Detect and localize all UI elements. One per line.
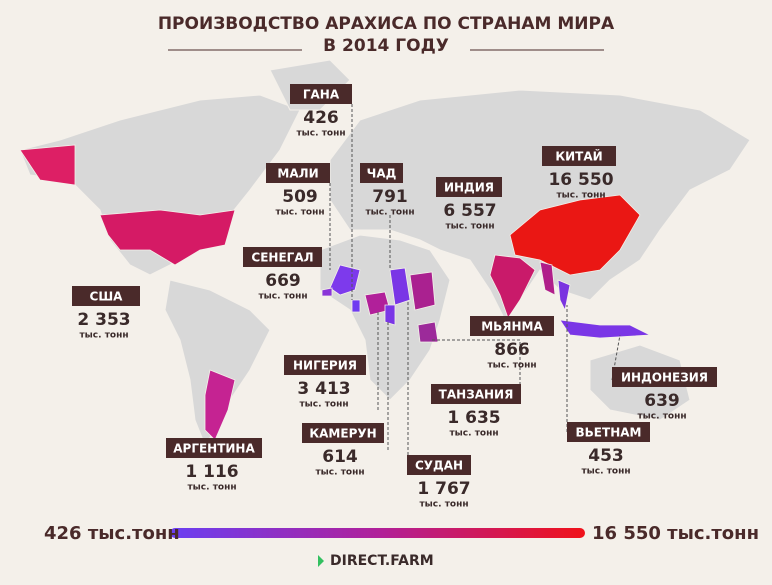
country-name: США — [90, 290, 124, 304]
country-name: СУДАН — [415, 459, 463, 473]
country-name: КИТАЙ — [555, 149, 602, 164]
title-line: В 2014 ГОДУ — [323, 36, 449, 56]
label-box — [302, 423, 384, 443]
country-unit: тыс. тонн — [419, 500, 468, 510]
label-box — [407, 455, 471, 475]
country-value: 639 — [644, 391, 680, 411]
label-box — [284, 355, 366, 375]
country-name: ГАНА — [303, 88, 340, 102]
brand: DIRECT.FARM — [330, 553, 434, 569]
country-name: МАЛИ — [277, 167, 318, 181]
country-unit: тыс. тонн — [487, 361, 536, 371]
label-box — [290, 84, 352, 104]
country-name: НИГЕРИЯ — [293, 359, 357, 373]
country-unit: тыс. тонн — [187, 483, 236, 493]
country-unit: тыс. тонн — [449, 429, 498, 439]
label-box — [243, 247, 322, 267]
country-value: 509 — [282, 187, 318, 207]
country-value: 614 — [322, 447, 358, 467]
label-box — [567, 422, 650, 442]
country-value: 16 550 — [548, 170, 613, 190]
label-box — [166, 438, 262, 458]
legend-min: 426 тыс.тонн — [44, 523, 180, 544]
country-unit: тыс. тонн — [365, 208, 414, 218]
label-box — [266, 163, 330, 183]
country-name: ТАНЗАНИЯ — [439, 388, 514, 402]
country-name: МЬЯНМА — [481, 320, 543, 334]
country-value: 453 — [588, 446, 624, 466]
country-name: АРГЕНТИНА — [173, 442, 255, 456]
country-unit: тыс. тонн — [296, 129, 345, 139]
country-name: СЕНЕГАЛ — [251, 251, 313, 265]
country-value: 1 116 — [185, 462, 238, 482]
country-unit: тыс. тонн — [315, 468, 364, 478]
legend-gradient — [170, 528, 585, 538]
country-value: 426 — [303, 108, 339, 128]
country-value: 6 557 — [443, 201, 496, 221]
label-box — [612, 367, 717, 387]
legend-max: 16 550 тыс.тонн — [592, 523, 759, 544]
country-name: ВЬЕТНАМ — [576, 426, 642, 440]
title-line: ПРОИЗВОДСТВО АРАХИСА ПО СТРАНАМ МИРА — [158, 14, 615, 34]
label-box — [72, 286, 140, 306]
country-unit: тыс. тонн — [556, 191, 605, 201]
country-unit: тыс. тонн — [275, 208, 324, 218]
country-value: 2 353 — [77, 310, 130, 330]
country-name: КАМЕРУН — [309, 427, 376, 441]
country-unit: тыс. тонн — [445, 222, 494, 232]
country-value: 866 — [494, 340, 530, 360]
country-unit: тыс. тонн — [299, 400, 348, 410]
country-name: ИНДОНЕЗИЯ — [621, 371, 708, 385]
country-value: 3 413 — [297, 379, 350, 399]
country-unit: тыс. тонн — [79, 331, 128, 341]
country-value: 1 767 — [417, 479, 470, 499]
world-map — [19, 59, 751, 447]
label-box — [542, 146, 616, 166]
country-name: ЧАД — [367, 167, 397, 181]
country-value: 791 — [372, 187, 408, 207]
country-unit: тыс. тонн — [581, 467, 630, 477]
country-unit: тыс. тонн — [258, 292, 307, 302]
country-name: ИНДИЯ — [444, 181, 494, 195]
country-value: 1 635 — [447, 408, 500, 428]
logo-mark — [318, 555, 324, 567]
label-box — [436, 177, 502, 197]
label-box — [431, 384, 521, 404]
label-box — [360, 163, 403, 183]
producer-countries — [19, 144, 652, 441]
country-value: 669 — [265, 271, 301, 291]
label-box — [470, 316, 554, 336]
country-unit: тыс. тонн — [637, 412, 686, 422]
